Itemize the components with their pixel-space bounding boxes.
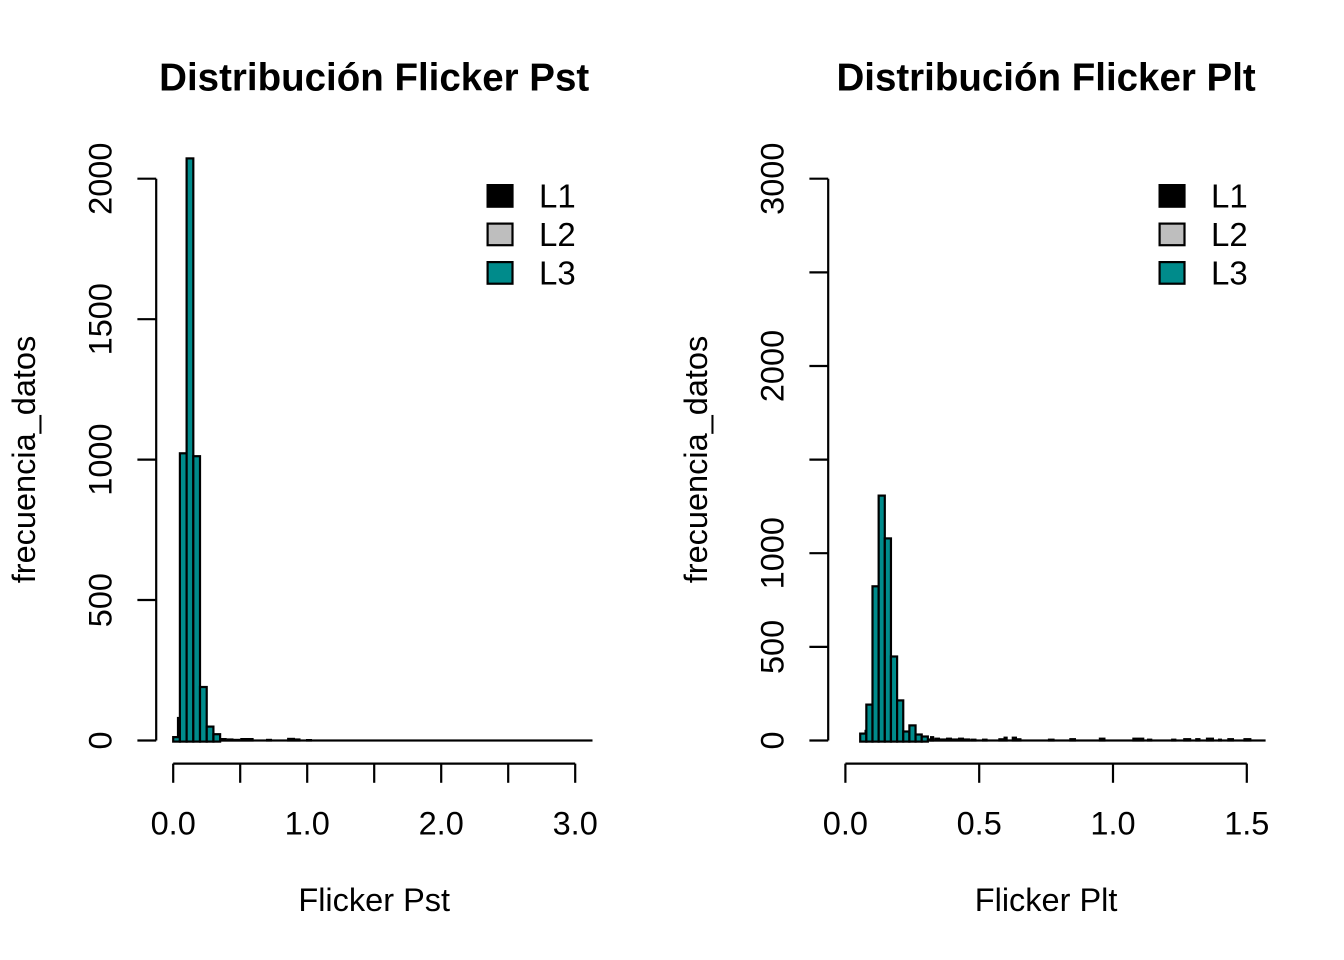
svg-text:2000: 2000 bbox=[83, 143, 119, 215]
svg-text:L3: L3 bbox=[1211, 255, 1248, 292]
svg-text:1.5: 1.5 bbox=[1224, 806, 1269, 842]
svg-text:Flicker Plt: Flicker Plt bbox=[975, 882, 1118, 918]
svg-text:L3: L3 bbox=[539, 255, 576, 292]
svg-text:1.0: 1.0 bbox=[1090, 806, 1135, 842]
svg-text:2000: 2000 bbox=[755, 330, 791, 402]
svg-text:3000: 3000 bbox=[755, 143, 791, 215]
svg-text:0: 0 bbox=[755, 731, 791, 749]
svg-text:frecuencia_datos: frecuencia_datos bbox=[678, 336, 714, 584]
svg-text:Flicker Pst: Flicker Pst bbox=[298, 882, 450, 918]
svg-text:1.0: 1.0 bbox=[285, 806, 330, 842]
svg-text:3.0: 3.0 bbox=[553, 806, 598, 842]
svg-text:0: 0 bbox=[83, 731, 119, 749]
svg-text:L1: L1 bbox=[1211, 178, 1248, 215]
svg-text:500: 500 bbox=[755, 620, 791, 674]
svg-text:0.0: 0.0 bbox=[823, 806, 868, 842]
svg-text:1000: 1000 bbox=[83, 423, 119, 495]
svg-text:1000: 1000 bbox=[755, 517, 791, 589]
svg-text:1500: 1500 bbox=[83, 283, 119, 355]
svg-text:Distribución Flicker Plt: Distribución Flicker Plt bbox=[836, 57, 1255, 100]
svg-text:frecuencia_datos: frecuencia_datos bbox=[6, 336, 42, 584]
svg-text:0.5: 0.5 bbox=[957, 806, 1002, 842]
svg-text:0.0: 0.0 bbox=[151, 806, 196, 842]
svg-text:L1: L1 bbox=[539, 178, 576, 215]
svg-text:Distribución Flicker Pst: Distribución Flicker Pst bbox=[159, 57, 589, 100]
svg-text:L2: L2 bbox=[539, 216, 576, 253]
svg-text:500: 500 bbox=[83, 573, 119, 627]
svg-text:L2: L2 bbox=[1211, 216, 1248, 253]
svg-text:2.0: 2.0 bbox=[419, 806, 464, 842]
